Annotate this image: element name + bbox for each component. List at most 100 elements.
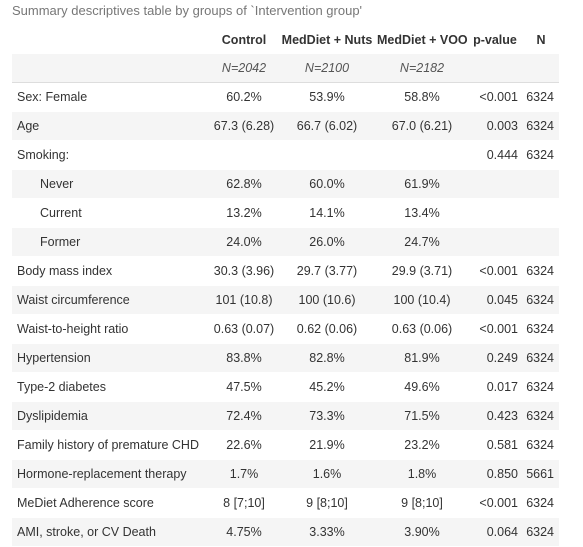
cell-meddiet-nuts: 29.7 (3.77) bbox=[277, 256, 377, 286]
table-row: Age 67.3 (6.28) 66.7 (6.02) 67.0 (6.21) 0.00… bbox=[12, 111, 559, 141]
cell-p-value: 0.581 bbox=[467, 430, 523, 460]
group-n-voo: N=2182 bbox=[377, 54, 467, 83]
table-row: MeDiet Adherence score 8 [7;10] 9 [8;10] 9 … bbox=[12, 488, 559, 518]
group-n-control: N=2042 bbox=[211, 54, 277, 83]
row-label: Body mass index bbox=[12, 256, 211, 286]
cell-p-value: 0.249 bbox=[467, 343, 523, 373]
cell-p-value: 0.045 bbox=[467, 285, 523, 315]
cell-n: 6324 bbox=[523, 401, 559, 431]
cell-meddiet-voo: 61.9% bbox=[377, 169, 467, 199]
cell-n: 6324 bbox=[523, 343, 559, 373]
cell-meddiet-nuts: 3.33% bbox=[277, 517, 377, 547]
cell-meddiet-nuts: 14.1% bbox=[277, 198, 377, 228]
table-body: Sex: Female 60.2% 53.9% 58.8% <0.001 6324 Age 6… bbox=[12, 82, 559, 547]
cell-meddiet-voo: 100 (10.4) bbox=[377, 285, 467, 315]
row-label: Type-2 diabetes bbox=[12, 372, 211, 402]
cell-p-value: <0.001 bbox=[467, 488, 523, 518]
cell-meddiet-nuts: 45.2% bbox=[277, 372, 377, 402]
cell-control bbox=[211, 140, 277, 170]
cell-n: 6324 bbox=[523, 111, 559, 141]
cell-control: 24.0% bbox=[211, 227, 277, 257]
row-label: MeDiet Adherence score bbox=[12, 488, 211, 518]
cell-n bbox=[523, 198, 559, 228]
cell-n: 6324 bbox=[523, 256, 559, 286]
cell-meddiet-voo: 67.0 (6.21) bbox=[377, 111, 467, 141]
cell-control: 47.5% bbox=[211, 372, 277, 402]
row-label: Smoking: bbox=[12, 140, 211, 170]
cell-n bbox=[523, 169, 559, 199]
row-label: Age bbox=[12, 111, 211, 141]
cell-meddiet-voo: 49.6% bbox=[377, 372, 467, 402]
table-row: Current 13.2% 14.1% 13.4% bbox=[12, 198, 559, 228]
cell-meddiet-nuts: 73.3% bbox=[277, 401, 377, 431]
cell-p-value: 0.444 bbox=[467, 140, 523, 170]
table-row: Sex: Female 60.2% 53.9% 58.8% <0.001 6324 bbox=[12, 82, 559, 112]
group-n-row: N=2042 N=2100 N=2182 bbox=[12, 54, 559, 83]
group-n-n-blank bbox=[523, 54, 559, 83]
cell-meddiet-nuts: 66.7 (6.02) bbox=[277, 111, 377, 141]
table-row: Body mass index 30.3 (3.96) 29.7 (3.77) 29.… bbox=[12, 256, 559, 286]
cell-p-value: 0.017 bbox=[467, 372, 523, 402]
cell-meddiet-nuts: 100 (10.6) bbox=[277, 285, 377, 315]
cell-meddiet-nuts: 53.9% bbox=[277, 82, 377, 112]
cell-control: 72.4% bbox=[211, 401, 277, 431]
header-row: Control MedDiet + Nuts MedDiet + VOO p-v… bbox=[12, 26, 559, 54]
cell-control: 13.2% bbox=[211, 198, 277, 228]
cell-meddiet-voo: 13.4% bbox=[377, 198, 467, 228]
group-n-blank bbox=[12, 54, 211, 83]
table-row: Hormone-replacement therapy 1.7% 1.6% 1.8% 0… bbox=[12, 459, 559, 489]
cell-control: 67.3 (6.28) bbox=[211, 111, 277, 141]
cell-meddiet-nuts bbox=[277, 140, 377, 170]
cell-n: 5661 bbox=[523, 459, 559, 489]
cell-meddiet-nuts: 9 [8;10] bbox=[277, 488, 377, 518]
cell-p-value bbox=[467, 198, 523, 228]
cell-p-value: <0.001 bbox=[467, 82, 523, 112]
cell-meddiet-voo: 9 [8;10] bbox=[377, 488, 467, 518]
cell-p-value: 0.003 bbox=[467, 111, 523, 141]
cell-p-value bbox=[467, 227, 523, 257]
row-label: Former bbox=[12, 227, 211, 257]
header-meddiet-nuts: MedDiet + Nuts bbox=[281, 33, 373, 47]
cell-meddiet-nuts: 1.6% bbox=[277, 459, 377, 489]
cell-n: 6324 bbox=[523, 488, 559, 518]
cell-meddiet-nuts: 21.9% bbox=[277, 430, 377, 460]
cell-control: 30.3 (3.96) bbox=[211, 256, 277, 286]
cell-p-value bbox=[467, 169, 523, 199]
cell-meddiet-voo: 81.9% bbox=[377, 343, 467, 373]
cell-meddiet-nuts: 60.0% bbox=[277, 169, 377, 199]
row-label: Family history of premature CHD bbox=[12, 430, 211, 460]
cell-meddiet-voo: 23.2% bbox=[377, 430, 467, 460]
cell-control: 101 (10.8) bbox=[211, 285, 277, 315]
row-label: Hypertension bbox=[12, 343, 211, 373]
table-row: Waist circumference 101 (10.8) 100 (10.6) 1… bbox=[12, 285, 559, 315]
table-row: Hypertension 83.8% 82.8% 81.9% 0.249 6324 bbox=[12, 343, 559, 373]
cell-n: 6324 bbox=[523, 140, 559, 170]
table-row: Family history of premature CHD 22.6% 21.9… bbox=[12, 430, 559, 460]
group-n-p-blank bbox=[467, 54, 523, 83]
cell-meddiet-voo: 3.90% bbox=[377, 517, 467, 547]
descriptives-table: Control MedDiet + Nuts MedDiet + VOO p-v… bbox=[12, 26, 559, 547]
table-row: Smoking: 0.444 6324 bbox=[12, 140, 559, 170]
cell-n bbox=[523, 227, 559, 257]
cell-n: 6324 bbox=[523, 430, 559, 460]
cell-meddiet-voo: 58.8% bbox=[377, 82, 467, 112]
cell-n: 6324 bbox=[523, 82, 559, 112]
row-label: Waist-to-height ratio bbox=[12, 314, 211, 344]
header-label-blank bbox=[12, 26, 211, 54]
row-label: Current bbox=[12, 198, 211, 228]
header-control: Control bbox=[221, 33, 267, 47]
cell-control: 60.2% bbox=[211, 82, 277, 112]
header-p-value: p-value bbox=[473, 33, 517, 47]
cell-meddiet-voo: 29.9 (3.71) bbox=[377, 256, 467, 286]
cell-n: 6324 bbox=[523, 285, 559, 315]
cell-p-value: 0.064 bbox=[467, 517, 523, 547]
row-label: Hormone-replacement therapy bbox=[12, 459, 211, 489]
cell-meddiet-nuts: 0.62 (0.06) bbox=[277, 314, 377, 344]
table-row: Never 62.8% 60.0% 61.9% bbox=[12, 169, 559, 199]
cell-meddiet-voo: 0.63 (0.06) bbox=[377, 314, 467, 344]
row-label: Waist circumference bbox=[12, 285, 211, 315]
cell-control: 1.7% bbox=[211, 459, 277, 489]
cell-control: 62.8% bbox=[211, 169, 277, 199]
table-row: AMI, stroke, or CV Death 4.75% 3.33% 3.90% 0… bbox=[12, 517, 559, 547]
